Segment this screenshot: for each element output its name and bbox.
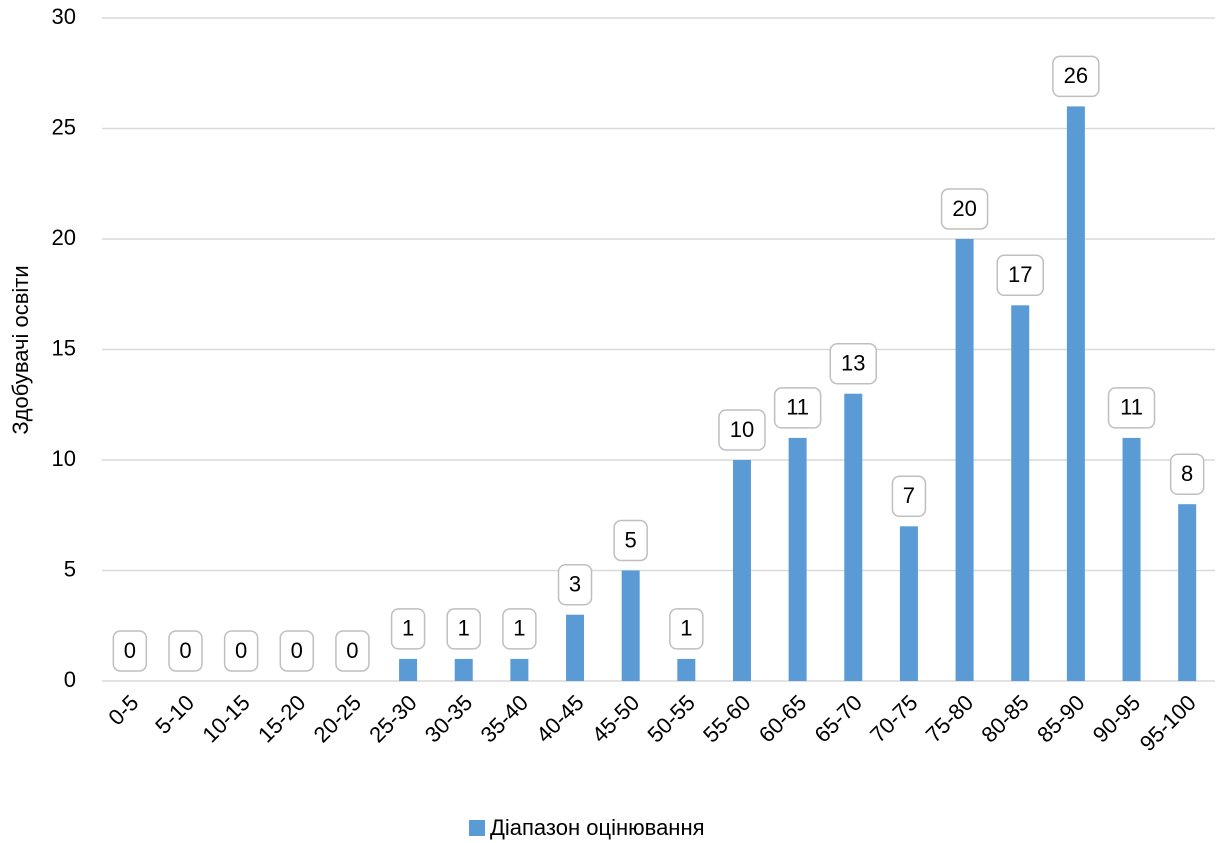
x-tick-label: 45-50 bbox=[587, 690, 644, 747]
data-label-box bbox=[112, 630, 148, 672]
bar bbox=[510, 658, 529, 681]
data-label-box bbox=[390, 608, 426, 650]
data-label: 0 bbox=[124, 638, 136, 663]
y-axis-label: Здобувачі освіти bbox=[8, 265, 33, 434]
bar bbox=[899, 526, 918, 681]
data-label: 0 bbox=[291, 638, 303, 663]
y-tick-label: 20 bbox=[52, 225, 76, 250]
data-label: 26 bbox=[1064, 63, 1088, 88]
x-tick-label: 50-55 bbox=[642, 690, 699, 747]
data-label-box bbox=[502, 608, 537, 650]
data-label-box bbox=[669, 608, 704, 650]
data-label-box bbox=[223, 630, 259, 672]
data-label: 8 bbox=[1181, 461, 1193, 486]
bar bbox=[955, 239, 974, 681]
data-label-box bbox=[335, 630, 370, 672]
data-label: 11 bbox=[786, 395, 809, 420]
data-label-box bbox=[1169, 453, 1205, 495]
data-label: 0 bbox=[235, 638, 247, 663]
data-label-box bbox=[1107, 387, 1156, 429]
data-label: 0 bbox=[346, 638, 358, 663]
bar bbox=[621, 570, 640, 681]
data-label-box bbox=[168, 630, 203, 672]
bar bbox=[677, 658, 696, 681]
data-label-box bbox=[279, 630, 315, 672]
x-tick-label: 70-75 bbox=[865, 690, 922, 747]
data-label: 17 bbox=[1008, 262, 1032, 287]
y-tick-label: 25 bbox=[52, 114, 76, 139]
data-label: 1 bbox=[458, 616, 470, 641]
data-label: 1 bbox=[513, 616, 525, 641]
x-tick-label: 20-25 bbox=[309, 690, 366, 747]
data-label-box bbox=[613, 519, 648, 562]
data-label: 7 bbox=[903, 483, 915, 508]
data-label-box bbox=[891, 475, 927, 518]
data-label: 0 bbox=[179, 638, 191, 663]
x-tick-label: 80-85 bbox=[976, 690, 1033, 747]
data-label-box bbox=[996, 254, 1044, 297]
bar bbox=[1122, 437, 1141, 681]
y-tick-label: 15 bbox=[52, 335, 76, 360]
data-label: 1 bbox=[402, 616, 414, 641]
x-tick-label: 75-80 bbox=[921, 690, 978, 747]
bar bbox=[788, 437, 807, 681]
bar bbox=[844, 393, 863, 681]
data-label-box bbox=[773, 387, 822, 429]
data-label: 20 bbox=[952, 196, 976, 221]
bar bbox=[454, 658, 473, 681]
x-tick-label: 55-60 bbox=[698, 690, 755, 747]
data-label: 10 bbox=[730, 417, 754, 442]
bar bbox=[1011, 305, 1030, 681]
legend-swatch bbox=[469, 820, 485, 836]
bar bbox=[566, 614, 585, 681]
data-label-box bbox=[1052, 55, 1100, 98]
x-tick-label: 40-45 bbox=[531, 690, 588, 747]
data-label: 5 bbox=[625, 527, 637, 552]
bar bbox=[1178, 504, 1197, 681]
y-tick-label: 0 bbox=[64, 667, 76, 692]
legend-label: Діапазон оцінювання bbox=[490, 815, 705, 840]
x-tick-label: 60-65 bbox=[754, 690, 811, 747]
x-tick-label: 10-15 bbox=[197, 690, 254, 747]
data-label-box bbox=[829, 342, 878, 385]
x-tick-label: 35-40 bbox=[476, 690, 533, 747]
data-label: 13 bbox=[841, 351, 865, 376]
y-tick-label: 5 bbox=[64, 556, 76, 581]
bar bbox=[732, 460, 751, 681]
x-tick-label: 15-20 bbox=[253, 690, 310, 747]
data-label-box bbox=[940, 188, 989, 230]
x-tick-label: 65-70 bbox=[809, 690, 866, 747]
x-tick-label: 30-35 bbox=[420, 690, 477, 747]
data-label: 3 bbox=[569, 572, 581, 597]
x-tick-label: 25-30 bbox=[364, 690, 421, 747]
data-label-box bbox=[557, 563, 593, 606]
data-label: 11 bbox=[1120, 395, 1143, 420]
y-tick-label: 30 bbox=[52, 4, 76, 29]
y-tick-label: 10 bbox=[52, 446, 76, 471]
x-tick-label: 95-100 bbox=[1135, 690, 1201, 756]
x-tick-label: 5-10 bbox=[150, 690, 199, 739]
data-label: 1 bbox=[680, 616, 692, 641]
x-tick-label: 0-5 bbox=[103, 690, 143, 730]
bar bbox=[399, 658, 418, 681]
data-label-box bbox=[718, 409, 766, 451]
x-tick-label: 85-90 bbox=[1032, 690, 1089, 747]
data-label-box bbox=[446, 608, 481, 650]
bar bbox=[1066, 106, 1085, 681]
